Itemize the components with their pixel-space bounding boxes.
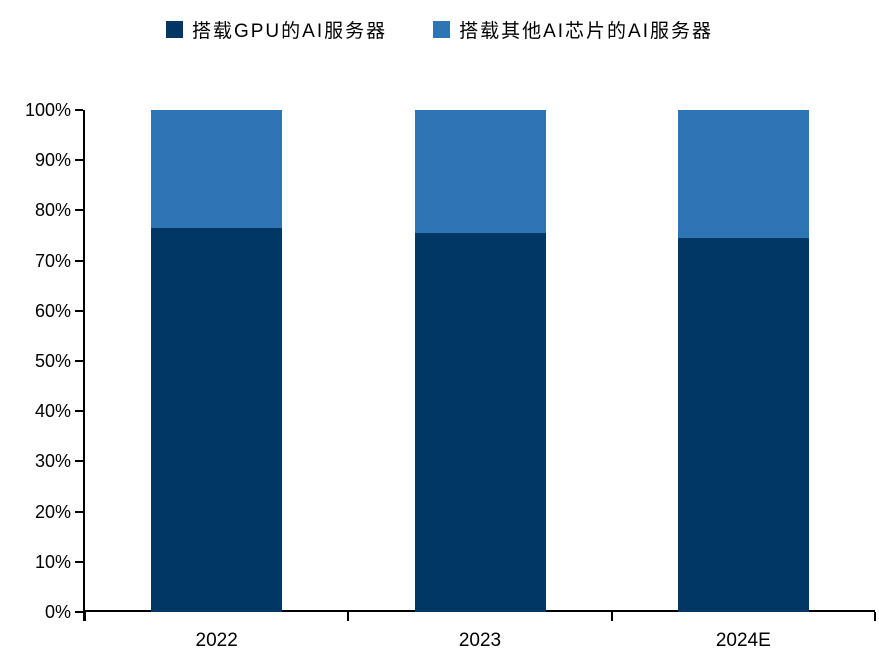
bar-segment-2022 [151, 227, 283, 612]
y-tick-mark [75, 410, 83, 413]
legend-swatch-other-chip-servers [433, 21, 451, 38]
y-axis-line [83, 110, 85, 621]
y-tick-label: 20% [34, 501, 71, 522]
x-tick-mark [84, 612, 86, 621]
y-tick-mark [75, 159, 83, 162]
x-axis-label: 2024E [715, 630, 771, 651]
bar-2024E [677, 110, 809, 612]
legend-item-other-chip-servers: 搭载其他AI芯片的AI服务器 [433, 16, 713, 43]
y-tick-label: 50% [34, 351, 71, 371]
bar-segment-2024E [677, 237, 809, 612]
y-tick-mark [75, 259, 83, 262]
x-tick-mark [874, 612, 876, 621]
y-tick-label: 40% [34, 401, 71, 422]
x-axis-label: 2022 [195, 630, 238, 651]
legend-label-gpu-servers: 搭载GPU的AI服务器 [191, 21, 388, 42]
bar-segment-2022 [151, 110, 283, 228]
bar-2022 [151, 110, 283, 612]
legend-label-other-chip-servers: 搭载其他AI芯片的AI服务器 [459, 21, 714, 42]
bar-segment-2023 [414, 232, 546, 612]
x-axis-label: 2023 [458, 630, 502, 651]
y-tick-label: 10% [34, 551, 71, 572]
y-tick-mark [75, 611, 83, 613]
y-tick-label: 60% [34, 300, 71, 321]
y-tick-label: 80% [34, 200, 71, 221]
bar-segment-2023 [414, 110, 546, 233]
y-tick-mark [75, 109, 83, 111]
y-tick-mark [75, 510, 83, 513]
y-tick-mark [75, 209, 83, 212]
plot-area: 0% 10% 20% 30% 40% 50% 60% 70% 80% 90% 100% 2022 202… [25, 100, 876, 651]
x-tick-mark [347, 612, 350, 621]
y-tick-mark [75, 560, 83, 563]
y-tick-label: 0% [44, 602, 71, 622]
y-tick-label: 30% [34, 451, 71, 472]
y-tick-label: 90% [34, 150, 71, 171]
y-tick-mark [75, 460, 83, 463]
legend: 搭载GPU的AI服务器 搭载其他AI芯片的AI服务器 [0, 16, 879, 43]
y-tick-mark [75, 360, 83, 362]
legend-item-gpu-servers: 搭载GPU的AI服务器 [165, 16, 388, 43]
x-tick-mark [610, 612, 613, 621]
y-tick-label: 100% [24, 100, 71, 120]
bar-segment-2024E [677, 110, 809, 238]
y-tick-label: 70% [34, 250, 71, 271]
y-tick-mark [75, 309, 83, 312]
bar-2023 [414, 110, 546, 612]
legend-swatch-gpu-servers [165, 21, 183, 38]
